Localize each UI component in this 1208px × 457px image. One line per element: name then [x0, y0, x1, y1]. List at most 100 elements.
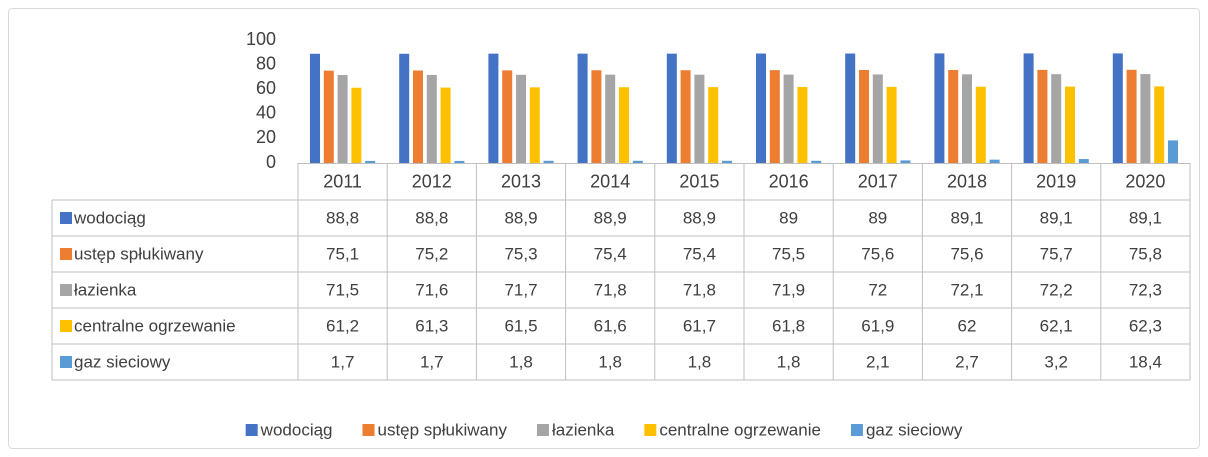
- table-row-label: wodociąg: [73, 208, 146, 227]
- bar: [337, 75, 348, 163]
- bar: [426, 74, 437, 163]
- table-cell: 61,6: [594, 316, 627, 335]
- bar: [591, 70, 602, 163]
- y-tick-label: 0: [266, 152, 276, 172]
- bar: [1078, 159, 1089, 163]
- table-cell: 89,1: [1040, 208, 1073, 227]
- legend-label: ustęp spłukiwany: [378, 420, 508, 439]
- table-cell: 2,1: [866, 352, 890, 371]
- bar: [872, 74, 883, 163]
- table-cell: 88,8: [415, 208, 448, 227]
- bar: [454, 160, 465, 163]
- table-cell: 75,5: [772, 244, 805, 263]
- table-row-label: łazienka: [74, 280, 137, 299]
- table-cell: 72,3: [1129, 280, 1162, 299]
- legend-label: wodociąg: [260, 420, 333, 439]
- legend-key: [60, 284, 72, 296]
- legend-key: [245, 424, 258, 436]
- legend-key: [60, 356, 72, 368]
- bar: [605, 74, 616, 163]
- bar: [975, 86, 986, 163]
- table-cell: 75,3: [504, 244, 537, 263]
- table-cell: 1,8: [777, 352, 801, 371]
- bar: [1154, 86, 1165, 163]
- table-cell: 89: [868, 208, 887, 227]
- bar: [323, 70, 334, 163]
- table-cell: 61,5: [504, 316, 537, 335]
- legend-key: [60, 212, 72, 224]
- bar: [1051, 74, 1062, 163]
- table-cell: 1,8: [598, 352, 622, 371]
- table-cell: 71,7: [504, 280, 537, 299]
- bar: [811, 160, 822, 163]
- bar: [708, 87, 719, 163]
- table-cell: 89,1: [950, 208, 983, 227]
- table-cell: 88,9: [504, 208, 537, 227]
- table-cell: 75,6: [950, 244, 983, 263]
- table-cell: 62,3: [1129, 316, 1162, 335]
- bar: [543, 160, 554, 163]
- table-cell: 62,1: [1040, 316, 1073, 335]
- bar: [351, 87, 362, 163]
- bar: [1112, 53, 1123, 164]
- bar: [440, 87, 451, 163]
- legend-key: [644, 424, 657, 436]
- bar: [989, 159, 1000, 163]
- legend-key: [536, 424, 549, 436]
- chart-border: [8, 8, 1200, 449]
- x-tick-label: 2020: [1125, 171, 1165, 191]
- table-cell: 3,2: [1044, 352, 1068, 371]
- table-cell: 61,2: [326, 316, 359, 335]
- y-tick-label: 100: [246, 29, 276, 49]
- bar: [1065, 86, 1075, 163]
- bar: [783, 74, 794, 163]
- table-cell: 89,1: [1129, 208, 1162, 227]
- table-cell: 1,7: [420, 352, 444, 371]
- table-cell: 61,9: [861, 316, 894, 335]
- table-cell: 72,1: [950, 280, 983, 299]
- x-tick-label: 2015: [679, 171, 719, 191]
- legend-key: [60, 248, 72, 260]
- table-cell: 61,8: [772, 316, 805, 335]
- x-tick-label: 2012: [412, 171, 452, 191]
- table-cell: 18,4: [1129, 352, 1162, 371]
- table-row-label: centralne ogrzewanie: [74, 316, 236, 335]
- table-cell: 75,8: [1129, 244, 1162, 263]
- bar: [619, 87, 629, 163]
- table-cell: 75,7: [1040, 244, 1073, 263]
- bar: [399, 53, 410, 163]
- table-cell: 72,2: [1040, 280, 1073, 299]
- table-cell: 75,4: [594, 244, 627, 263]
- bar: [680, 70, 691, 163]
- table-cell: 88,9: [683, 208, 716, 227]
- bar: [845, 53, 856, 163]
- table-cell: 71,8: [594, 280, 627, 299]
- table-cell: 75,1: [326, 244, 359, 263]
- bar: [1023, 53, 1034, 164]
- x-tick-label: 2011: [323, 171, 362, 191]
- table-cell: 1,8: [688, 352, 712, 371]
- table-cell: 71,8: [683, 280, 716, 299]
- table-cell: 61,3: [415, 316, 448, 335]
- table-cell: 75,4: [683, 244, 716, 263]
- bar: [722, 160, 732, 163]
- bar: [694, 74, 705, 163]
- bar: [516, 74, 526, 163]
- table-cell: 1,8: [509, 352, 533, 371]
- bar: [769, 70, 780, 163]
- bar: [1140, 74, 1151, 163]
- bar: [365, 160, 376, 163]
- table-cell: 88,8: [326, 208, 359, 227]
- x-tick-label: 2017: [858, 171, 898, 191]
- legend-label: łazienka: [552, 420, 615, 439]
- x-tick-label: 2013: [501, 171, 541, 191]
- bar: [934, 53, 945, 164]
- table-cell: 61,7: [683, 316, 716, 335]
- bar: [529, 87, 540, 163]
- bar: [948, 70, 959, 163]
- table-row-label: ustęp spłukiwany: [74, 244, 204, 263]
- table-row-label: gaz sieciowy: [74, 352, 171, 371]
- bar: [310, 53, 320, 163]
- table-cell: 71,5: [326, 280, 359, 299]
- table-cell: 75,6: [861, 244, 894, 263]
